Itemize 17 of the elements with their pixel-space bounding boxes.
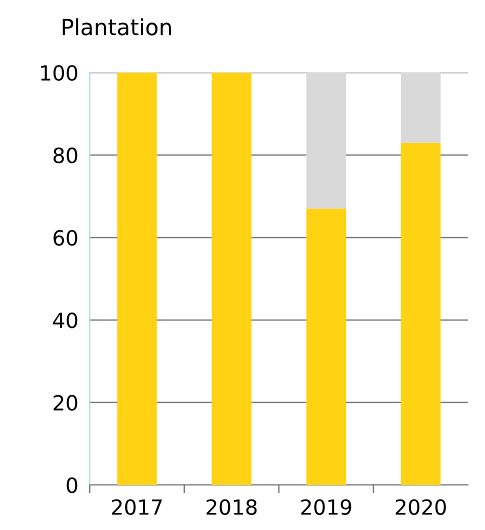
bar xyxy=(306,72,346,209)
y-tick-label: 40 xyxy=(53,312,78,328)
chart-title: Plantation xyxy=(62,18,171,36)
bar xyxy=(400,72,441,143)
y-tick-label: 0 xyxy=(66,477,78,494)
bar xyxy=(212,72,252,485)
y-tick-label: 20 xyxy=(54,394,78,411)
x-tick-label: 2018 xyxy=(206,499,257,515)
bar xyxy=(400,142,441,485)
y-tick-label: 80 xyxy=(54,148,78,164)
y-tick-label: 60 xyxy=(54,230,78,246)
x-tick-label: 2020 xyxy=(396,499,446,515)
x-tick-label: 2019 xyxy=(301,499,352,515)
bar xyxy=(117,72,157,485)
x-tick-label: 2017 xyxy=(112,499,162,515)
y-tick-label: 100 xyxy=(41,65,78,81)
bar xyxy=(306,208,346,485)
